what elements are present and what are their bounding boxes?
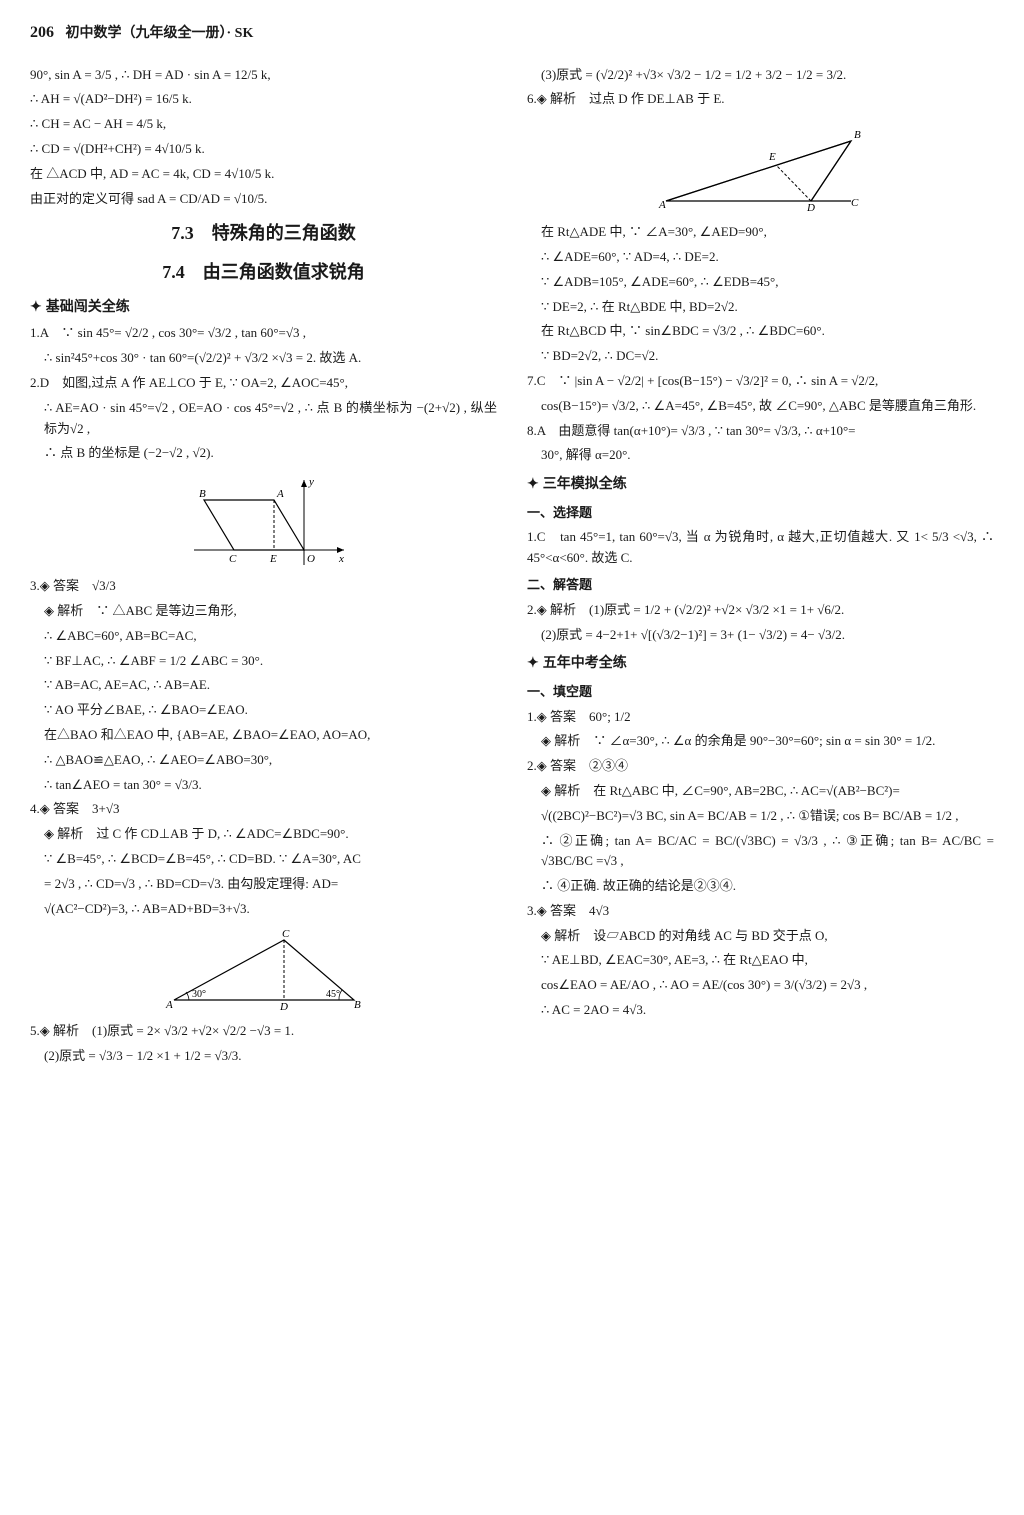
q1-cont: ∴ sin²45°+cos 30° · tan 60°=(√2/2)² + √3…	[30, 348, 497, 369]
q8: 8.A 由题意得 tan(α+10°)= √3/3 , ∵ tan 30°= √…	[527, 421, 994, 442]
svg-text:45°: 45°	[326, 989, 340, 1000]
q2: 2.D 如图,过点 A 作 AE⊥CO 于 E, ∵ OA=2, ∠AOC=45…	[30, 373, 497, 394]
q3-exp: ∴ △BAO≌△EAO, ∴ ∠AEO=∠ABO=30°,	[30, 750, 497, 771]
svg-text:C: C	[851, 197, 859, 209]
q6-exp: ∵ BD=2√2, ∴ DC=√2.	[527, 346, 994, 367]
q6: 6.◈ 解析 过点 D 作 DE⊥AB 于 E.	[527, 89, 994, 110]
q7b: cos(B−15°)= √3/2, ∴ ∠A=45°, ∠B=45°, 故 ∠C…	[527, 396, 994, 417]
svg-text:B: B	[854, 129, 861, 141]
svg-text:B: B	[199, 488, 206, 500]
q8b: 30°, 解得 α=20°.	[527, 445, 994, 466]
q5: 5.◈ 解析 (1)原式 = 2× √3/2 +√2× √2/2 −√3 = 1…	[30, 1021, 497, 1042]
exam-header: 五年中考全练	[527, 653, 994, 675]
intro-line: ∴ CH = AC − AH = 4/5 k,	[30, 114, 497, 135]
practice-header: 基础闯关全练	[30, 297, 497, 319]
svg-text:D: D	[279, 1001, 288, 1013]
q6-exp: 在 Rt△ADE 中, ∵ ∠A=30°, ∠AED=90°,	[527, 222, 994, 243]
q3-exp: ∴ tan∠AEO = tan 30° = √3/3.	[30, 775, 497, 796]
q4-exp: ∵ ∠B=45°, ∴ ∠BCD=∠B=45°, ∴ CD=BD. ∵ ∠A=3…	[30, 849, 497, 870]
category-solve: 二、解答题	[527, 575, 994, 596]
q4-exp: √(AC²−CD²)=3, ∴ AB=AD+BD=3+√3.	[30, 899, 497, 920]
intro-line: 由正对的定义可得 sad A = CD/AD = √10/5.	[30, 189, 497, 210]
e2-exp: ◈ 解析 在 Rt△ABC 中, ∠C=90°, AB=2BC, ∴ AC=√(…	[527, 781, 994, 802]
svg-text:x: x	[338, 553, 344, 565]
e3-exp: ∵ AE⊥BD, ∠EAC=30°, AE=3, ∴ 在 Rt△EAO 中,	[527, 950, 994, 971]
svg-text:y: y	[308, 476, 314, 488]
svg-text:B: B	[354, 999, 361, 1011]
svg-text:A: A	[276, 488, 284, 500]
intro-line: ∴ AH = √(AD²−DH²) = 16/5 k.	[30, 89, 497, 110]
q3-exp: ∵ AO 平分∠BAE, ∴ ∠BAO=∠EAO.	[30, 700, 497, 721]
m2b: (2)原式 = 4−2+1+ √[(√3/2−1)²] = 3+ (1− √3/…	[527, 625, 994, 646]
q1: 1.A ∵ sin 45°= √2/2 , cos 30°= √3/2 , ta…	[30, 323, 497, 344]
left-column: 90°, sin A = 3/5 , ∴ DH = AD · sin A = 1…	[30, 61, 497, 1071]
e3-exp: ◈ 解析 设▱ABCD 的对角线 AC 与 BD 交于点 O,	[527, 926, 994, 947]
q3-exp: 在△BAO 和△EAO 中, {AB=AE, ∠BAO=∠EAO, AO=AO,	[30, 725, 497, 746]
q3-exp: ∵ AB=AC, AE=AC, ∴ AB=AE.	[30, 675, 497, 696]
book-title: 初中数学（九年级全一册）· SK	[66, 26, 254, 41]
triangle-diagram-2: A B C D E	[651, 116, 871, 216]
intro-line: 在 △ACD 中, AD = AC = 4k, CD = 4√10/5 k.	[30, 164, 497, 185]
q2-cont2: ∴ 点 B 的坐标是 (−2−√2 , √2).	[30, 443, 497, 464]
q3-exp: ◈ 解析 ∵ △ABC 是等边三角形,	[30, 601, 497, 622]
intro-line: 90°, sin A = 3/5 , ∴ DH = AD · sin A = 1…	[30, 65, 497, 86]
q3-answer: 3.◈ 答案 √3/3	[30, 576, 497, 597]
e2-ans: 2.◈ 答案 ②③④	[527, 756, 994, 777]
e1-exp: ◈ 解析 ∵ ∠α=30°, ∴ ∠α 的余角是 90°−30°=60°; si…	[527, 731, 994, 752]
q6-exp: ∴ ∠ADE=60°, ∵ AD=4, ∴ DE=2.	[527, 247, 994, 268]
page-number: 206	[30, 24, 54, 41]
svg-text:D: D	[806, 202, 815, 214]
q6-exp: ∵ ∠ADB=105°, ∠ADE=60°, ∴ ∠EDB=45°,	[527, 272, 994, 293]
q4-answer: 4.◈ 答案 3+√3	[30, 799, 497, 820]
intro-line: ∴ CD = √(DH²+CH²) = 4√10/5 k.	[30, 139, 497, 160]
q3-exp: ∴ ∠ABC=60°, AB=BC=AC,	[30, 626, 497, 647]
page-header: 206 初中数学（九年级全一册）· SK	[30, 20, 994, 46]
e2-exp: ∴ ④正确. 故正确的结论是②③④.	[527, 876, 994, 897]
triangle-diagram-1: A B C D 30° 45°	[154, 925, 374, 1015]
q6-exp: 在 Rt△BCD 中, ∵ sin∠BDC = √3/2 , ∴ ∠BDC=60…	[527, 321, 994, 342]
q4-exp: ◈ 解析 过 C 作 CD⊥AB 于 D, ∴ ∠ADC=∠BDC=90°.	[30, 824, 497, 845]
svg-text:A: A	[165, 999, 173, 1011]
svg-text:E: E	[768, 151, 776, 163]
q6-exp: ∵ DE=2, ∴ 在 Rt△BDE 中, BD=2√2.	[527, 297, 994, 318]
e2-exp: ∴ ②正确; tan A= BC/AC = BC/(√3BC) = √3/3 ,…	[527, 831, 994, 873]
svg-text:A: A	[658, 199, 666, 211]
svg-text:E: E	[269, 553, 277, 565]
svg-text:O: O	[307, 553, 315, 565]
m1: 1.C tan 45°=1, tan 60°=√3, 当 α 为锐角时, α 越…	[527, 527, 994, 569]
content-columns: 90°, sin A = 3/5 , ∴ DH = AD · sin A = 1…	[30, 61, 994, 1071]
q4-exp: = 2√3 , ∴ CD=√3 , ∴ BD=CD=√3. 由勾股定理得: AD…	[30, 874, 497, 895]
q2-cont: ∴ AE=AO · sin 45°=√2 , OE=AO · cos 45°=√…	[30, 398, 497, 440]
e3-exp: cos∠EAO = AE/AO , ∴ AO = AE/(cos 30°) = …	[527, 975, 994, 996]
category-choice: 一、选择题	[527, 503, 994, 524]
section-title-74: 7.4 由三角函数值求锐角	[30, 258, 497, 287]
q3-exp: ∵ BF⊥AC, ∴ ∠ABF = 1/2 ∠ABC = 30°.	[30, 651, 497, 672]
category-fill: 一、填空题	[527, 682, 994, 703]
svg-text:C: C	[282, 928, 290, 940]
right-column: (3)原式 = (√2/2)² +√3× √3/2 − 1/2 = 1/2 + …	[527, 61, 994, 1071]
svg-text:30°: 30°	[192, 989, 206, 1000]
e2-exp: √((2BC)²−BC²)=√3 BC, sin A= BC/AB = 1/2 …	[527, 806, 994, 827]
q7: 7.C ∵ |sin A − √2/2| + [cos(B−15°) − √3/…	[527, 371, 994, 392]
svg-text:C: C	[229, 553, 237, 565]
q5b: (2)原式 = √3/3 − 1/2 ×1 + 1/2 = √3/3.	[30, 1046, 497, 1067]
mock-header: 三年模拟全练	[527, 474, 994, 496]
e3-exp: ∴ AC = 2AO = 4√3.	[527, 1000, 994, 1021]
section-title-73: 7.3 特殊角的三角函数	[30, 219, 497, 248]
coord-diagram: B A C E O x y	[174, 470, 354, 570]
e3-ans: 3.◈ 答案 4√3	[527, 901, 994, 922]
q5c: (3)原式 = (√2/2)² +√3× √3/2 − 1/2 = 1/2 + …	[527, 65, 994, 86]
e1-ans: 1.◈ 答案 60°; 1/2	[527, 707, 994, 728]
m2: 2.◈ 解析 (1)原式 = 1/2 + (√2/2)² +√2× √3/2 ×…	[527, 600, 994, 621]
